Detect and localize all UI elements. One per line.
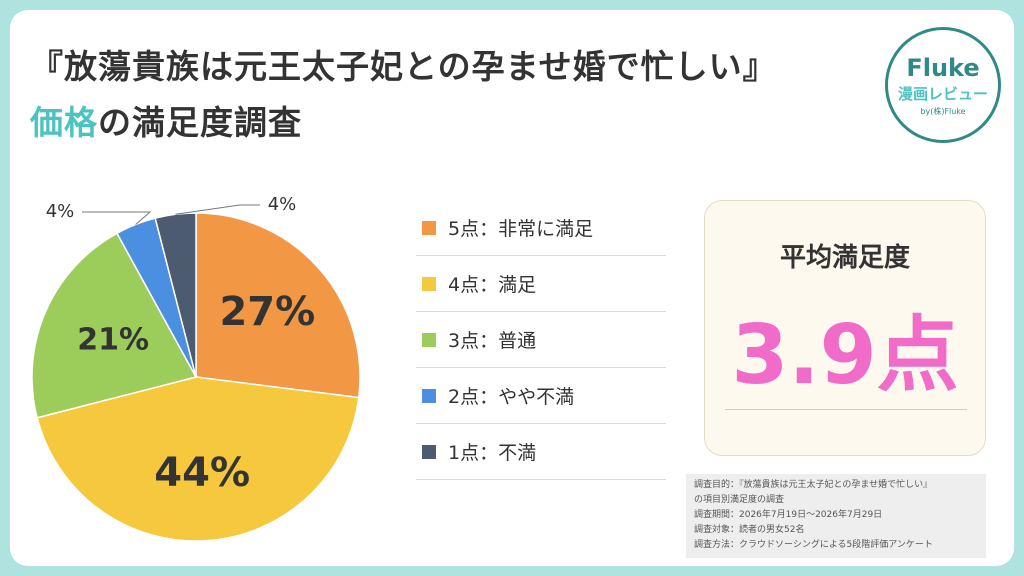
legend-label-5: 5点：非常に満足 bbox=[448, 218, 594, 240]
note-line: 調査目的：『放蕩貴族は元王太子妃との孕ませ婚で忙しい』 bbox=[694, 480, 933, 490]
average-label: 平均満足度 bbox=[779, 243, 910, 273]
average-value: 3.9点 bbox=[731, 308, 959, 403]
pie-label-4: 44% bbox=[154, 450, 250, 496]
legend-swatch-2 bbox=[422, 388, 436, 403]
page-title: 『放蕩貴族は元王太子妃との孕ませ婚で忙しい』 bbox=[30, 47, 777, 86]
pie-slice-4 bbox=[36, 376, 360, 542]
pie-leader-line-2 bbox=[82, 211, 152, 225]
logo-name: Fluke bbox=[906, 54, 980, 82]
page-subtitle: 価格の満足度調査 bbox=[30, 96, 302, 144]
fluke-logo: Fluke 漫画レビュー by(株)Fluke bbox=[885, 27, 1001, 143]
legend-swatch-1 bbox=[422, 444, 436, 459]
note-line: 調査対象：読者の男女52名 bbox=[694, 525, 805, 535]
pie-slice-3 bbox=[31, 232, 198, 419]
legend-item-5: 5点：非常に満足 bbox=[416, 200, 666, 256]
legend-label-1: 1点：不満 bbox=[448, 442, 537, 464]
legend-swatch-5 bbox=[422, 220, 436, 235]
legend-swatch-4 bbox=[422, 276, 436, 291]
survey-notes: 調査目的：『放蕩貴族は元王太子妃との孕ませ婚で忙しい』 の項目別満足度の調査 調… bbox=[686, 474, 986, 558]
note-line: 調査方法：クラウドソーシングによる5段階評価アンケート bbox=[694, 540, 933, 550]
legend-swatch-3 bbox=[422, 332, 436, 347]
legend-item-4: 4点：満足 bbox=[416, 256, 666, 312]
pie-label-5: 27% bbox=[219, 289, 315, 335]
note-line: の項目別満足度の調査 bbox=[694, 495, 785, 505]
legend-item-2: 2点：やや不満 bbox=[416, 368, 666, 424]
pie-label-1: 4% bbox=[268, 194, 297, 215]
logo-subtitle: 漫画レビュー bbox=[897, 85, 988, 103]
legend-label-4: 4点：満足 bbox=[448, 274, 537, 296]
chart-legend: 5点：非常に満足 4点：満足 3点：普通 2点：やや不満 1点：不満 bbox=[416, 200, 666, 480]
logo-by: by(株)Fluke bbox=[920, 107, 966, 116]
pie-leader-line-1 bbox=[175, 204, 260, 215]
legend-item-1: 1点：不満 bbox=[416, 424, 666, 480]
pie-slice-5 bbox=[195, 212, 361, 399]
subtitle-highlight: 価格 bbox=[30, 103, 98, 142]
legend-label-3: 3点：普通 bbox=[448, 330, 537, 352]
average-underline bbox=[725, 409, 967, 410]
note-line: 調査期間：2026年7月19日〜2026年7月29日 bbox=[694, 510, 883, 520]
legend-label-2: 2点：やや不満 bbox=[448, 386, 575, 408]
subtitle-rest: の満足度調査 bbox=[98, 103, 302, 142]
pie-label-2: 4% bbox=[46, 201, 75, 222]
legend-item-3: 3点：普通 bbox=[416, 312, 666, 368]
pie-label-3: 21% bbox=[77, 323, 149, 358]
average-score-box: 平均満足度 3.9点 bbox=[704, 200, 986, 456]
